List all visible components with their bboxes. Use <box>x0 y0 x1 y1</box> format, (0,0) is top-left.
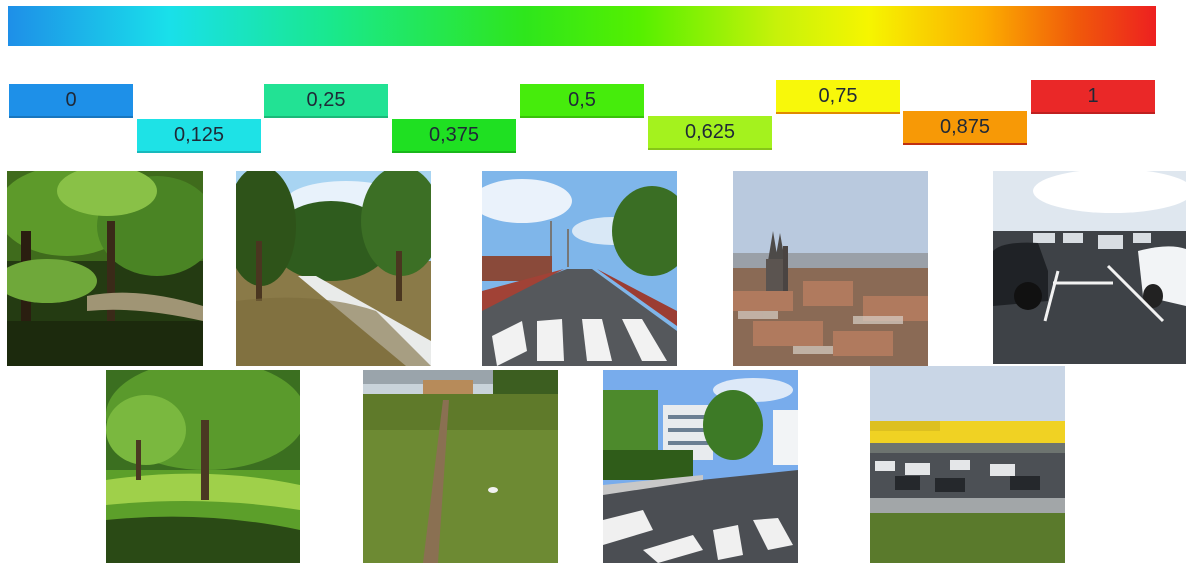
scale-stop-025: 0,25 <box>264 84 388 118</box>
photo-grass-trail <box>363 370 558 563</box>
scale-stop-0625: 0,625 <box>648 116 772 150</box>
color-gradient-bar <box>8 6 1156 46</box>
photo-city-rooftops <box>733 171 928 366</box>
scale-stop-0875: 0,875 <box>903 111 1027 145</box>
scale-stop-075: 0,75 <box>776 80 900 114</box>
scale-stop-05: 0,5 <box>520 84 644 118</box>
scale-stop-0375: 0,375 <box>392 119 516 153</box>
photo-parking-lot <box>993 171 1186 364</box>
photo-park-lawn <box>106 370 300 563</box>
photo-forest-undergrowth <box>7 171 203 366</box>
photo-park-path <box>236 171 431 366</box>
scale-stop-0125: 0,125 <box>137 119 261 153</box>
photo-street-crosswalk <box>603 370 798 563</box>
scale-stop-1: 1 <box>1031 80 1155 114</box>
photo-supermarket-parking <box>870 366 1065 563</box>
scale-stop-0: 0 <box>9 84 133 118</box>
photo-road-crosswalk <box>482 171 677 366</box>
